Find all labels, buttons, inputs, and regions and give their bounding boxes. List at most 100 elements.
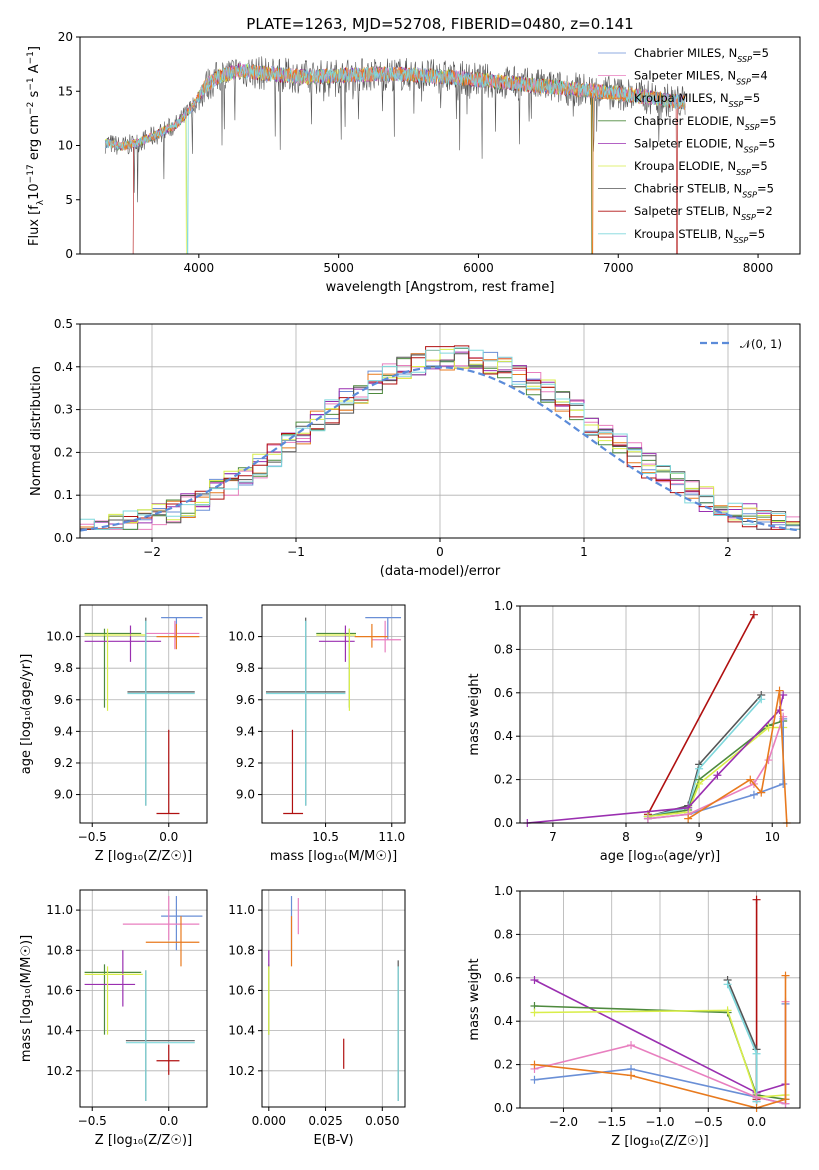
y-tick-label: 15 (58, 84, 73, 98)
x-axis-label: E(B-V) (313, 1133, 353, 1148)
y-tick-label: 0 (65, 247, 73, 261)
y-tick-label: 9.4 (236, 724, 255, 738)
data-point (684, 814, 693, 823)
massweight-line (647, 698, 762, 818)
y-tick-label: 9.2 (236, 756, 255, 770)
x-tick-label: 0.025 (308, 1114, 342, 1128)
y-tick-label: 9.0 (54, 788, 73, 802)
y-tick-label: 10.0 (228, 630, 255, 644)
data-point (775, 686, 784, 695)
y-tick-label: 9.8 (236, 661, 255, 675)
axes-frame (79, 604, 208, 824)
x-tick-label: 7 (549, 830, 557, 844)
x-axis-label: Z [log₁₀(Z/Z☉)] (95, 1133, 192, 1148)
data-point (627, 1041, 636, 1050)
x-tick-label: −1.0 (645, 1115, 674, 1129)
data-point (746, 775, 755, 784)
y-tick-label: 0.6 (494, 686, 513, 700)
data-point (530, 1075, 539, 1084)
legend-label: Kroupa MILES, NSSP=5 (634, 91, 760, 109)
y-axis-label: Normed distribution (29, 366, 44, 496)
data-point (723, 980, 732, 989)
data-point (752, 1049, 761, 1058)
x-tick-label: 7000 (603, 261, 634, 275)
y-tick-label: 0.2 (494, 773, 513, 787)
data-point (530, 975, 539, 984)
axes-frame (261, 889, 406, 1108)
legend-label: Chabrier MILES, NSSP=5 (634, 46, 769, 64)
data-point (749, 610, 758, 619)
y-tick-label: 9.4 (54, 724, 73, 738)
x-axis-label: Z [log₁₀(Z/Z☉)] (611, 1134, 708, 1149)
axes-mass-vs-Z: −0.5 0.0 10.2 10.4 10.6 10.8 11.0 Z [log₁₀(Z/Z☉… (46, 889, 208, 1148)
axes-frame (79, 323, 801, 539)
y-tick-label: 0.2 (54, 445, 73, 459)
y-tick-label: 0.0 (494, 816, 513, 830)
spectrum-line (104, 63, 686, 254)
x-tick-label: 0.0 (159, 830, 178, 844)
data-point (695, 764, 704, 773)
x-tick-label: 0 (436, 545, 444, 559)
axes-age-vs-mass: 10.5 11.0 9.0 9.2 9.4 9.6 9.8 10.0 mass [log₁₀(M… (228, 604, 406, 864)
massweight-line (534, 1009, 786, 1099)
data-point (752, 1093, 761, 1102)
chart-title: PLATE=1263, MJD=52708, FIBERID=0480, z=0… (246, 15, 633, 33)
x-tick-label: −0.5 (78, 1114, 107, 1128)
data-point (764, 756, 773, 765)
axes-frame (261, 604, 406, 824)
x-tick-label: 4000 (184, 261, 215, 275)
y-axis-label: age [log₁₀(age/yr)] (19, 654, 34, 775)
y-tick-label: 0.4 (494, 729, 513, 743)
data-point (775, 706, 784, 715)
y-tick-label: 1.0 (494, 884, 513, 898)
legend-label: Kroupa STELIB, NSSP=5 (634, 227, 765, 245)
data-point (713, 771, 722, 780)
y-tick-label: 20 (58, 30, 73, 44)
y-tick-label: 0.6 (494, 971, 513, 985)
legend-label: 𝒩(0, 1) (740, 337, 782, 351)
y-tick-label: 10.4 (46, 1024, 73, 1038)
axes-residuals: −2 −1 0 1 2 0.0 0.1 0.2 0.3 0.4 0.5 (data-model)/er… (54, 317, 801, 579)
x-tick-label: 11.0 (378, 830, 405, 844)
x-tick-label: 8000 (743, 261, 774, 275)
data-point (695, 779, 704, 788)
x-tick-label: 8 (622, 830, 630, 844)
y-tick-label: 10.0 (46, 630, 73, 644)
axes-age-vs-Z: −0.5 0.0 9.0 9.2 9.4 9.6 9.8 10.0 Z [log₁₀(Z/Z☉)… (46, 604, 208, 864)
x-axis-label: age [log₁₀(age/yr)] (600, 849, 721, 864)
y-tick-label: 0.8 (494, 927, 513, 941)
y-tick-label: 10.6 (228, 983, 255, 997)
y-tick-label: 0.2 (494, 1058, 513, 1072)
legend-label: Salpeter STELIB, NSSP=2 (634, 204, 773, 222)
histogram-series (80, 347, 800, 530)
data-point (757, 788, 766, 797)
y-tick-label: 10 (58, 139, 73, 153)
x-tick-label: −1.5 (597, 1115, 626, 1129)
data-point (781, 1095, 790, 1104)
y-tick-label: 10.8 (46, 943, 73, 957)
data-point (757, 695, 766, 704)
histogram-series (80, 353, 800, 530)
x-tick-label: 10 (765, 830, 780, 844)
x-tick-label: 1 (580, 545, 588, 559)
x-tick-label: 10.5 (312, 830, 339, 844)
x-axis-label: (data-model)/error (380, 564, 501, 579)
y-axis-label: mass [log₁₀(M/M☉)] (19, 935, 34, 1062)
legend-label: Chabrier STELIB, NSSP=5 (634, 182, 774, 200)
y-tick-label: 9.0 (236, 788, 255, 802)
x-tick-label: 6000 (463, 261, 494, 275)
y-tick-label: 0.3 (54, 403, 73, 417)
massweight-line (647, 614, 755, 815)
data-point (627, 1071, 636, 1080)
y-tick-label: 9.6 (236, 693, 255, 707)
data-point (764, 723, 773, 732)
y-tick-label: 0.4 (54, 360, 73, 374)
data-point (530, 1008, 539, 1017)
data-point (643, 814, 652, 823)
y-tick-label: 10.2 (228, 1064, 255, 1078)
x-tick-label: 9 (695, 830, 703, 844)
legend-label: Chabrier ELODIE, NSSP=5 (634, 114, 776, 132)
massweight-line (647, 694, 762, 818)
data-point (749, 790, 758, 799)
